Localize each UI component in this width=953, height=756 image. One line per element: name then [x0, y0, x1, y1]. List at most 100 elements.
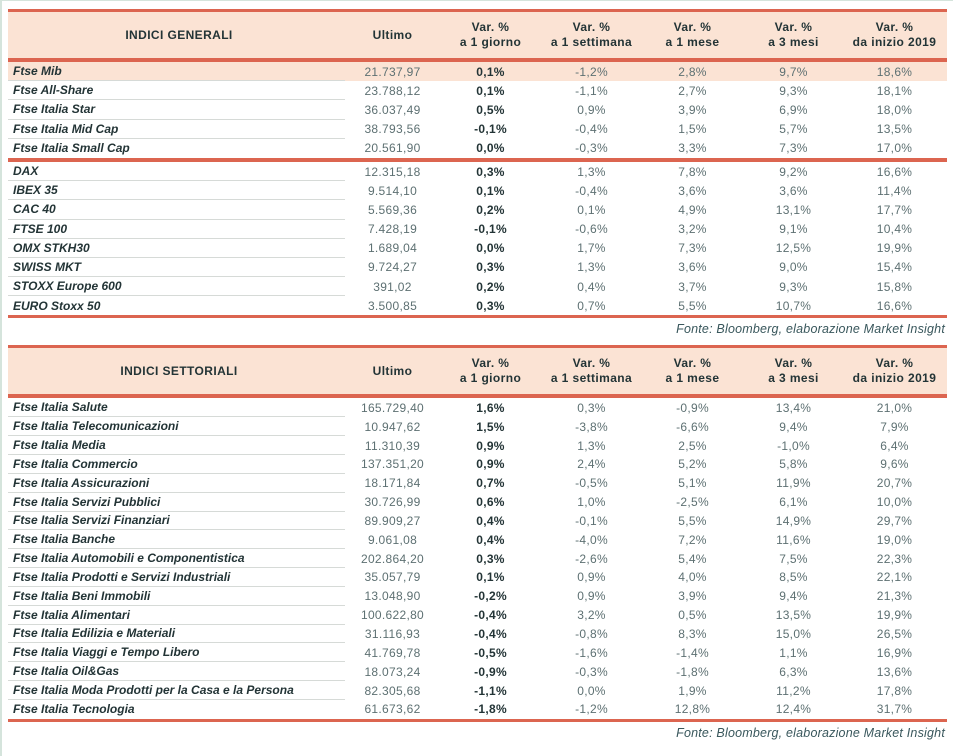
- table-row: SWISS MKT 9.724,27 0,3% 1,3% 3,6% 9,0% 15,4%: [8, 258, 947, 278]
- last-value: 35.057,79: [364, 570, 421, 585]
- table-row: Ftse Italia Tecnologia 61.673,62 -1,8% -1,2…: [8, 700, 947, 719]
- var-1month: 3,9%: [678, 102, 707, 117]
- last-value: 82.305,68: [364, 683, 421, 698]
- col-header-var-0: Var. % a 1 giorno: [440, 356, 541, 386]
- var-3months: 9,2%: [779, 164, 808, 179]
- var-1week: -1,2%: [575, 64, 608, 79]
- var-3months: 11,2%: [776, 683, 811, 698]
- var-ytd-2019: 26,5%: [876, 626, 913, 641]
- last-value: 61.673,62: [364, 702, 421, 717]
- var-1week: -3,8%: [575, 419, 608, 434]
- index-name: Ftse Italia Assicurazioni: [8, 474, 345, 493]
- col-header-line1: Var. %: [572, 20, 611, 34]
- var-1week: 0,9%: [577, 570, 606, 585]
- var-3months: 6,1%: [779, 495, 808, 510]
- table-row: EURO Stoxx 50 3.500,85 0,3% 0,7% 5,5% 10,7% 16…: [8, 296, 947, 315]
- col-header-line2: da inizio 2019: [852, 35, 937, 49]
- var-1day: 0,3%: [476, 551, 505, 566]
- var-3months: 11,6%: [776, 532, 811, 547]
- index-name: Ftse Italia Servizi Finanziari: [8, 512, 345, 531]
- var-ytd-2019: 22,3%: [876, 551, 913, 566]
- var-3months: 1,1%: [779, 645, 808, 660]
- var-3months: 6,3%: [779, 664, 808, 679]
- index-name: Ftse Italia Banche: [8, 530, 345, 550]
- var-ytd-2019: 21,0%: [876, 400, 913, 415]
- var-ytd-2019: 11,4%: [877, 183, 912, 198]
- var-ytd-2019: 7,9%: [880, 419, 909, 434]
- var-1month: 5,5%: [678, 513, 707, 528]
- index-name: Ftse Italia Star: [8, 100, 345, 120]
- var-1week: 0,9%: [577, 589, 606, 604]
- index-name: Ftse Italia Beni Immobili: [8, 587, 345, 606]
- var-3months: 7,3%: [779, 141, 808, 156]
- var-3months: 3,6%: [779, 183, 808, 198]
- section-divider: [8, 157, 947, 162]
- table-row: Ftse Italia Oil&Gas 18.073,24 -0,9% -0,3% -1…: [8, 662, 947, 682]
- var-ytd-2019: 18,6%: [876, 64, 913, 79]
- table-row: Ftse All-Share 23.788,12 0,1% -1,1% 2,7% 9,3%…: [8, 81, 947, 101]
- table-row: IBEX 35 9.514,10 0,1% -0,4% 3,6% 3,6% 11,4%: [8, 181, 947, 201]
- var-1week: -0,4%: [575, 122, 608, 137]
- table-row: CAC 40 5.569,36 0,2% 0,1% 4,9% 13,1% 17,7%: [8, 200, 947, 220]
- index-name: CAC 40: [8, 200, 345, 220]
- var-3months: 15,0%: [775, 626, 812, 641]
- var-1month: 7,2%: [678, 532, 707, 547]
- var-1month: 5,1%: [678, 476, 707, 491]
- last-value: 12.315,18: [364, 164, 421, 179]
- var-3months: 6,9%: [779, 102, 808, 117]
- var-1month: 1,5%: [678, 122, 707, 137]
- last-value: 31.116,93: [364, 626, 421, 641]
- var-1day: 0,6%: [476, 495, 505, 510]
- last-value: 7.428,19: [367, 222, 418, 237]
- last-value: 10.947,62: [364, 419, 421, 434]
- table-row: DAX 12.315,18 0,3% 1,3% 7,8% 9,2% 16,6%: [8, 162, 947, 182]
- var-1week: 0,9%: [577, 102, 606, 117]
- table-row: Ftse Italia Small Cap 20.561,90 0,0% -0,3% 3…: [8, 139, 947, 158]
- var-1month: 3,6%: [678, 260, 707, 275]
- var-3months: 13,4%: [775, 400, 812, 415]
- table-section: Ftse Italia Salute 165.729,40 1,6% 0,3% -0,9…: [8, 398, 947, 718]
- var-1day: 0,1%: [476, 83, 505, 98]
- var-3months: 9,4%: [779, 589, 808, 604]
- index-name: Ftse Italia Salute: [8, 398, 345, 418]
- col-header-var-3: Var. % a 3 mesi: [743, 20, 844, 50]
- var-ytd-2019: 15,8%: [876, 279, 913, 294]
- var-ytd-2019: 19,9%: [876, 608, 913, 623]
- var-1day: -0,5%: [474, 645, 507, 660]
- var-1week: -0,4%: [575, 183, 608, 198]
- index-name: Ftse Italia Telecomunicazioni: [8, 417, 345, 437]
- index-name: DAX: [8, 162, 345, 182]
- last-value: 391,02: [373, 279, 412, 294]
- var-3months: 9,7%: [779, 64, 808, 79]
- var-1month: 7,3%: [678, 241, 707, 256]
- index-name: SWISS MKT: [8, 258, 345, 278]
- market-report: INDICI GENERALI Ultimo Var. % a 1 giorno Var…: [2, 1, 953, 743]
- var-ytd-2019: 21,3%: [876, 589, 913, 604]
- last-value: 18.073,24: [364, 664, 421, 679]
- last-value: 23.788,12: [364, 83, 421, 98]
- last-value: 9.061,08: [367, 532, 418, 547]
- var-1month: 4,9%: [678, 202, 707, 217]
- var-1day: 0,3%: [476, 164, 505, 179]
- var-1day: 0,2%: [476, 279, 505, 294]
- var-1day: 0,3%: [476, 260, 505, 275]
- var-3months: 13,5%: [775, 608, 812, 623]
- var-1week: 0,7%: [577, 298, 606, 313]
- var-ytd-2019: 31,7%: [876, 702, 913, 717]
- index-name: OMX STKH30: [8, 239, 345, 258]
- var-3months: 14,9%: [775, 513, 812, 528]
- col-header-line1: Var. %: [471, 20, 510, 34]
- header-divider: [8, 394, 947, 399]
- table-row: Ftse Italia Banche 9.061,08 0,4% -4,0% 7,2% 1…: [8, 530, 947, 550]
- var-1week: -0,3%: [575, 141, 608, 156]
- var-1day: 1,5%: [476, 419, 505, 434]
- var-1day: 0,5%: [476, 102, 505, 117]
- var-1month: -1,8%: [676, 664, 709, 679]
- table-row: Ftse Italia Prodotti e Servizi Industria…: [8, 568, 947, 587]
- var-1day: 0,0%: [476, 241, 505, 256]
- table-title: INDICI GENERALI: [125, 28, 233, 42]
- header-row: INDICI GENERALI Ultimo Var. % a 1 giorno Var…: [8, 12, 947, 58]
- table-title: INDICI SETTORIALI: [120, 364, 238, 379]
- col-header-line2: a 1 giorno: [459, 371, 522, 386]
- col-header-line1: Var. %: [875, 20, 914, 34]
